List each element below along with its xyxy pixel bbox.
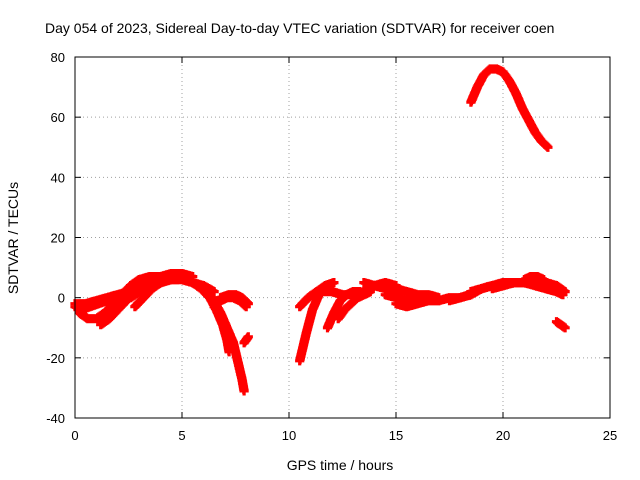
x-tick-label: 10 (282, 428, 296, 443)
data-series-track-24 (519, 272, 549, 285)
chart-title: Day 054 of 2023, Sidereal Day-to-day VTE… (45, 20, 554, 36)
axis-ticks: 0 5 10 15 20 25 -40 -20 0 20 40 60 80 (46, 50, 617, 443)
x-tick-label: 5 (178, 428, 185, 443)
x-axis-label: GPS time / hours (287, 457, 394, 473)
data-series-track-9 (198, 284, 249, 396)
data-series-track-26 (466, 64, 553, 152)
data-series-track-11 (209, 293, 251, 312)
y-tick-label: 40 (51, 170, 65, 185)
grid-lines (75, 57, 610, 418)
y-tick-label: 20 (51, 231, 65, 246)
data-series-track-7 (134, 269, 198, 285)
y-tick-label: 0 (58, 291, 65, 306)
data-tracks (70, 64, 570, 396)
data-marks (551, 317, 570, 333)
y-tick-label: -40 (46, 411, 65, 426)
data-marks (359, 278, 444, 303)
y-axis-label: SDTVAR / TECUs (5, 182, 21, 294)
data-marks (134, 269, 198, 285)
x-tick-label: 25 (603, 428, 617, 443)
data-marks (130, 275, 183, 312)
data-marks (198, 284, 249, 396)
x-tick-label: 0 (71, 428, 78, 443)
plot-frame (74, 56, 611, 419)
y-tick-label: 80 (51, 50, 65, 65)
x-tick-label: 20 (496, 428, 510, 443)
data-series-track-18 (359, 278, 444, 303)
data-series-track-6 (130, 275, 183, 312)
x-tick-label: 15 (389, 428, 403, 443)
data-series-track-12 (239, 332, 253, 348)
data-marks (519, 272, 549, 285)
y-tick-label: -20 (46, 351, 65, 366)
data-marks (209, 293, 251, 312)
data-marks (466, 64, 553, 152)
data-series-track-25 (551, 317, 570, 333)
y-tick-label: 60 (51, 110, 65, 125)
data-marks (239, 332, 253, 348)
